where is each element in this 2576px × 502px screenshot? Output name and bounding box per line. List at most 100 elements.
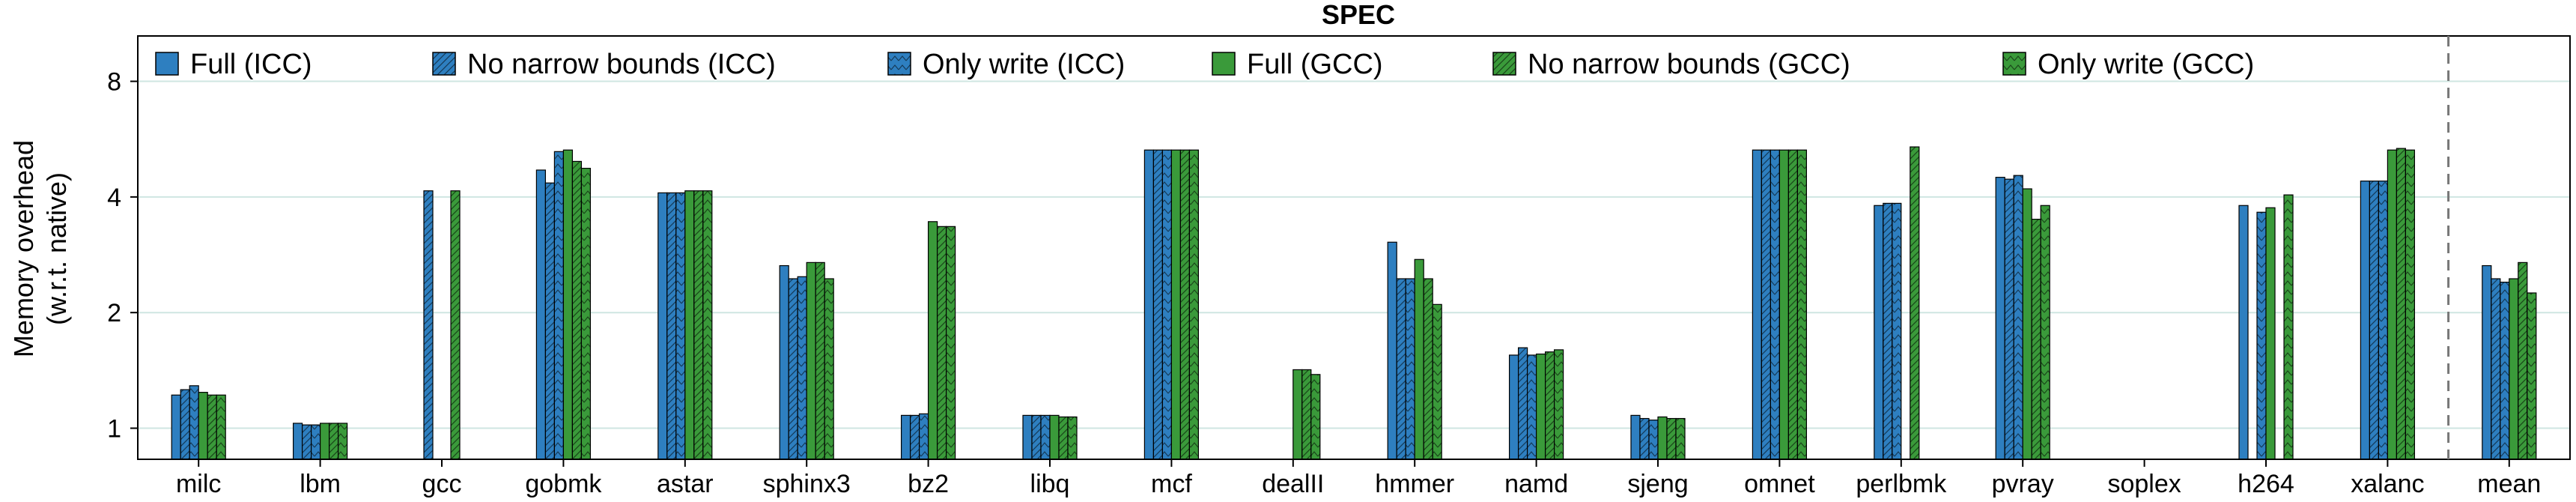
bar-pvray-series-0 — [1995, 177, 2005, 460]
chart-title: SPEC — [1322, 0, 1395, 30]
bar-hatch-gcc-series-4 — [451, 190, 460, 459]
x-tick-label: sphinx3 — [763, 470, 851, 498]
bar-lbm-series-3 — [320, 423, 330, 460]
bar-hatch-h264-series-5 — [2284, 195, 2293, 459]
legend-entry-3: Full (GCC) — [1212, 49, 1383, 80]
bar-hatch-libq-series-4 — [1059, 417, 1068, 459]
bar-milc-series-0 — [171, 394, 181, 460]
bar-hatch-namd-series-4 — [1545, 351, 1555, 459]
bar-hatch-lbm-series-1 — [302, 425, 312, 459]
bar-group-gobmk — [535, 149, 592, 460]
bar-mcf-series-0 — [1143, 149, 1155, 460]
bars — [171, 146, 2537, 460]
bar-hmmer-series-3 — [1414, 258, 1424, 460]
bar-mean-series-3 — [2509, 278, 2519, 460]
bar-group-h264 — [2238, 194, 2294, 460]
bar-h264-series-0 — [2238, 205, 2249, 460]
x-tick-label: bz2 — [908, 470, 949, 498]
x-tick-label: pvray — [1992, 470, 2054, 498]
bar-hatch-namd-series-5 — [1554, 349, 1564, 459]
bar-gobmk-series-0 — [535, 169, 547, 460]
bar-hatch-pvray-series-1 — [2005, 179, 2014, 460]
x-tick-label: lbm — [300, 470, 341, 498]
bar-sjeng-series-0 — [1630, 414, 1641, 460]
x-tick-label: gobmk — [525, 470, 602, 498]
bar-sjeng-series-3 — [1657, 416, 1668, 460]
x-tick-label: mean — [2477, 470, 2541, 498]
y-tick-label: 1 — [107, 415, 121, 444]
x-ticks: milc lbm gcc gobmk astar sphinx3 bz2 libq mcf dea… — [176, 459, 2541, 498]
bar-group-mcf — [1143, 149, 1200, 460]
bar-hatch-pvray-series-5 — [2041, 205, 2050, 459]
legend-entry-0: Full (ICC) — [155, 49, 312, 80]
bar-hatch-gobmk-series-5 — [581, 168, 591, 459]
bar-hatch-mean-series-2 — [2500, 282, 2509, 459]
bar-hatch-bz2-series-5 — [946, 226, 956, 459]
y-ticks: 1 2 4 8 — [107, 68, 138, 444]
bar-group-omnet — [1752, 149, 1807, 460]
legend-entry-5: Only write (GCC) — [2002, 49, 2254, 80]
bar-hatch-libq-series-1 — [1032, 415, 1041, 459]
bar-astar-series-3 — [684, 190, 695, 460]
legend-swatch-hatch — [2003, 52, 2026, 75]
legend-entry-2: Only write (ICC) — [887, 49, 1125, 80]
gridlines — [138, 80, 2570, 429]
bar-group-mean — [2482, 261, 2537, 460]
legend-label: Full (GCC) — [1247, 49, 1383, 80]
x-tick-label: h264 — [2238, 470, 2294, 498]
bar-namd-series-0 — [1508, 354, 1519, 460]
bar-omnet-series-3 — [1778, 149, 1789, 460]
bar-hatch-omnet-series-4 — [1788, 150, 1798, 460]
x-tick-label: omnet — [1744, 470, 1815, 498]
bar-hatch-sjeng-series-5 — [1676, 418, 1685, 459]
legend-label: No narrow bounds (ICC) — [467, 49, 776, 80]
bar-hatch-omnet-series-2 — [1770, 150, 1780, 460]
y-axis-label: Memory overhead (w.r.t. native) — [8, 140, 72, 357]
bar-hatch-namd-series-2 — [1527, 354, 1537, 459]
x-tick-label: xalanc — [2351, 470, 2424, 498]
bar-hatch-astar-series-1 — [666, 193, 676, 459]
legend-swatch-hatch — [888, 52, 911, 75]
bar-milc-series-3 — [198, 392, 208, 460]
bar-hatch-omnet-series-1 — [1761, 150, 1771, 460]
x-tick-label: gcc — [422, 470, 462, 498]
bar-hatch-pvray-series-4 — [2032, 219, 2041, 459]
bar-hatch-bz2-series-4 — [937, 226, 947, 459]
bar-hatch-h264-series-2 — [2257, 212, 2266, 459]
bar-hatch-sjeng-series-2 — [1649, 420, 1658, 459]
legend-label: Only write (GCC) — [2038, 49, 2254, 80]
bar-hatch-omnet-series-5 — [1797, 150, 1807, 460]
bar-hatch-astar-series-4 — [693, 190, 703, 459]
bar-hatch-bz2-series-2 — [919, 414, 929, 459]
y-tick-label: 4 — [107, 184, 121, 212]
bar-hatch-mcf-series-4 — [1180, 150, 1190, 460]
bar-hatch-perlbmk-series-2 — [1892, 203, 1901, 459]
bar-group-lbm — [293, 423, 348, 460]
bar-group-libq — [1022, 414, 1078, 460]
bar-hatch-mcf-series-1 — [1153, 150, 1163, 460]
y-axis-label-line-2: (w.r.t. native) — [41, 172, 72, 325]
bar-hatch-sjeng-series-1 — [1640, 418, 1649, 459]
y-tick-label: 2 — [107, 299, 121, 327]
bar-hatch-milc-series-4 — [207, 395, 217, 459]
bar-hatch-gobmk-series-1 — [545, 183, 555, 459]
bar-h264-series-3 — [2265, 207, 2276, 460]
bar-hatch-perlbmk-series-4 — [1910, 147, 1919, 459]
bar-hatch-gobmk-series-4 — [572, 161, 582, 459]
x-tick-label: perlbmk — [1856, 470, 1947, 498]
bar-hatch-sphinx3-series-1 — [789, 279, 798, 459]
legend-entry-1: No narrow bounds (ICC) — [432, 49, 776, 80]
bar-xalanc-series-0 — [2360, 181, 2370, 460]
legend-label: Only write (ICC) — [923, 49, 1125, 80]
bar-sphinx3-series-3 — [806, 261, 816, 460]
bar-group-sphinx3 — [779, 261, 834, 460]
bar-astar-series-0 — [657, 192, 668, 460]
bar-libq-series-0 — [1022, 414, 1033, 460]
bar-hatch-mcf-series-5 — [1189, 150, 1199, 460]
bar-hatch-pvray-series-2 — [2014, 175, 2023, 460]
bar-group-hmmer — [1387, 241, 1442, 460]
bar-hatch-astar-series-5 — [702, 190, 712, 459]
y-tick-label: 8 — [107, 68, 121, 97]
bar-hatch-xalanc-series-4 — [2396, 148, 2406, 459]
bar-hatch-mean-series-4 — [2518, 262, 2527, 459]
